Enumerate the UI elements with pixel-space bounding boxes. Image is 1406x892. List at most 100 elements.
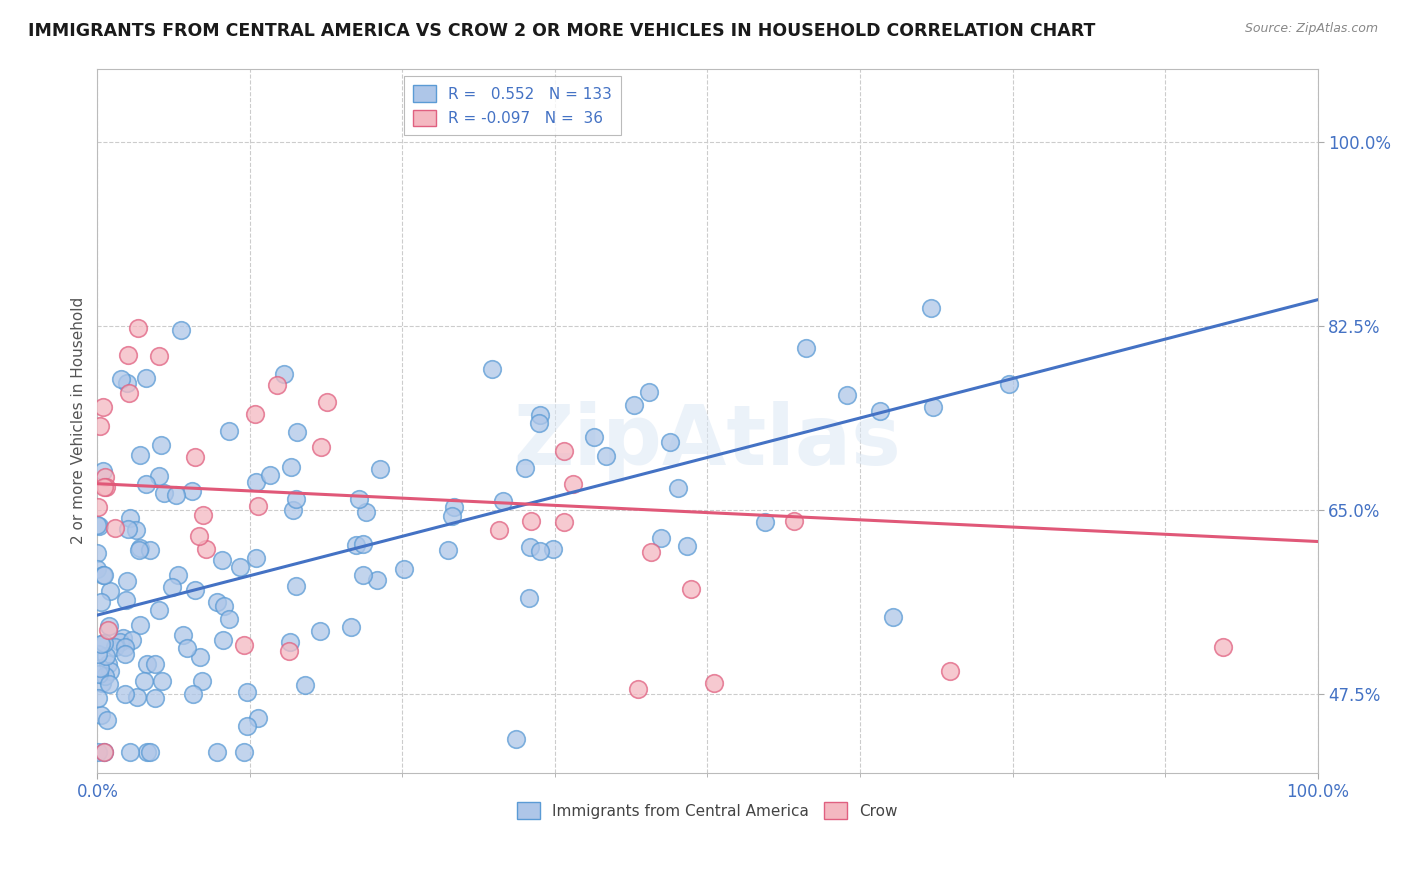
- Point: [93, 745, 115, 759]
- Point: [280, 460, 302, 475]
- Point: [998, 377, 1021, 392]
- Point: [754, 516, 776, 530]
- Point: [115, 376, 138, 390]
- Point: [553, 515, 575, 529]
- Point: [492, 494, 515, 508]
- Point: [640, 545, 662, 559]
- Point: [347, 492, 370, 507]
- Point: [247, 711, 270, 725]
- Point: [90, 637, 112, 651]
- Point: [86, 647, 108, 661]
- Point: [129, 618, 152, 632]
- Y-axis label: 2 or more Vehicles in Household: 2 or more Vehicles in Household: [72, 297, 86, 544]
- Point: [148, 603, 170, 617]
- Point: [921, 401, 943, 415]
- Point: [118, 510, 141, 524]
- Point: [285, 491, 308, 506]
- Point: [346, 538, 368, 552]
- Point: [205, 745, 228, 759]
- Point: [212, 632, 235, 647]
- Point: [86, 690, 108, 705]
- Point: [118, 385, 141, 400]
- Point: [176, 641, 198, 656]
- Point: [138, 543, 160, 558]
- Point: [583, 430, 606, 444]
- Point: [117, 348, 139, 362]
- Point: [316, 394, 339, 409]
- Point: [835, 388, 858, 402]
- Point: [93, 636, 115, 650]
- Point: [93, 745, 115, 759]
- Point: [90, 707, 112, 722]
- Text: ZipAtlas: ZipAtlas: [513, 401, 901, 483]
- Point: [93, 480, 115, 494]
- Point: [236, 685, 259, 699]
- Point: [165, 488, 187, 502]
- Point: [98, 677, 121, 691]
- Point: [309, 624, 332, 638]
- Point: [284, 579, 307, 593]
- Point: [86, 562, 108, 576]
- Point: [783, 514, 806, 528]
- Point: [117, 522, 139, 536]
- Point: [339, 620, 361, 634]
- Point: [211, 553, 233, 567]
- Point: [278, 644, 301, 658]
- Point: [145, 690, 167, 705]
- Point: [114, 640, 136, 654]
- Point: [184, 450, 207, 464]
- Point: [91, 676, 114, 690]
- Point: [94, 649, 117, 664]
- Point: [245, 475, 267, 490]
- Point: [86, 518, 108, 533]
- Point: [132, 674, 155, 689]
- Point: [160, 581, 183, 595]
- Point: [311, 440, 333, 454]
- Point: [561, 476, 583, 491]
- Point: [366, 573, 388, 587]
- Point: [103, 640, 125, 654]
- Point: [150, 674, 173, 689]
- Point: [527, 416, 550, 430]
- Point: [229, 560, 252, 574]
- Point: [259, 467, 281, 482]
- Point: [139, 745, 162, 759]
- Point: [93, 568, 115, 582]
- Point: [104, 521, 127, 535]
- Point: [529, 544, 551, 558]
- Point: [98, 584, 121, 599]
- Point: [794, 341, 817, 355]
- Point: [623, 398, 645, 412]
- Point: [666, 481, 689, 495]
- Point: [278, 635, 301, 649]
- Point: [97, 657, 120, 671]
- Point: [281, 502, 304, 516]
- Point: [266, 377, 288, 392]
- Point: [352, 537, 374, 551]
- Point: [148, 469, 170, 483]
- Point: [111, 631, 134, 645]
- Point: [676, 540, 699, 554]
- Point: [94, 470, 117, 484]
- Point: [86, 546, 108, 560]
- Point: [129, 541, 152, 556]
- Text: Source: ZipAtlas.com: Source: ZipAtlas.com: [1244, 22, 1378, 36]
- Point: [135, 477, 157, 491]
- Point: [195, 542, 218, 557]
- Point: [1212, 640, 1234, 654]
- Point: [108, 635, 131, 649]
- Point: [285, 425, 308, 439]
- Point: [207, 595, 229, 609]
- Point: [172, 628, 194, 642]
- Point: [218, 425, 240, 439]
- Point: [595, 450, 617, 464]
- Point: [125, 690, 148, 704]
- Point: [86, 745, 108, 759]
- Point: [89, 666, 111, 681]
- Point: [354, 504, 377, 518]
- Point: [920, 301, 942, 316]
- Point: [443, 500, 465, 515]
- Point: [218, 612, 240, 626]
- Point: [91, 401, 114, 415]
- Point: [94, 480, 117, 494]
